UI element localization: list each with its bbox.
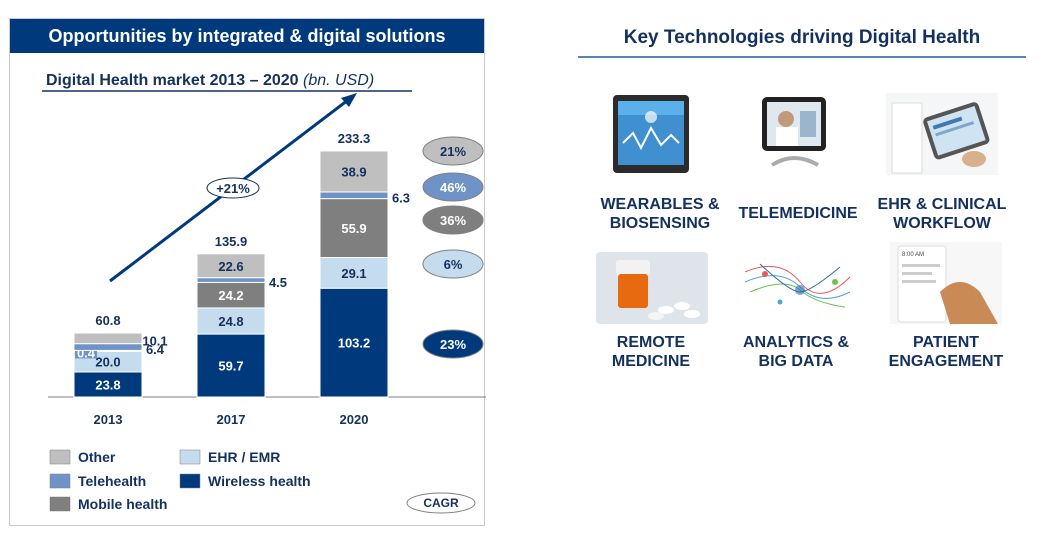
legend-label-other: Other — [78, 449, 116, 465]
data-label-wireless-health-2013: 23.8 — [95, 377, 120, 392]
smartwatch-icon — [613, 95, 689, 173]
phone-in-hand-icon: 8:00 AM — [890, 242, 1002, 324]
stacked-bar-chart: Digital Health market 2013 – 2020 (bn. U… — [42, 72, 486, 514]
cagr-badge-ehr-emr — [422, 249, 484, 279]
tech-label-analytics: ANALYTICS & BIG DATA — [742, 334, 850, 370]
data-label-ehr-emr-2017: 24.8 — [218, 314, 243, 329]
market-chart-panel: Opportunities by integrated & digital so… — [9, 18, 486, 526]
cagr-value-mobile-health: 36% — [440, 213, 466, 228]
data-label-ehr-emr-2020: 29.1 — [341, 266, 366, 281]
legend-label-mobile-health: Mobile health — [78, 496, 167, 512]
telemedicine-tablet-icon — [762, 97, 826, 167]
cagr-key-label: CAGR — [423, 496, 459, 510]
x-tick-2013: 2013 — [94, 412, 123, 427]
data-network-icon — [744, 263, 851, 308]
cagr-badge-telehealth — [422, 172, 484, 202]
cagr-badge-wireless-health — [422, 329, 484, 359]
data-label-wireless-health-2017: 59.7 — [218, 359, 243, 374]
growth-badge — [206, 177, 260, 199]
x-tick-2017: 2017 — [217, 412, 246, 427]
data-label-other-2017: 22.6 — [218, 259, 243, 274]
chart-title: Digital Health market 2013 – 2020 (bn. U… — [46, 72, 374, 89]
cagr-value-ehr-emr: 6% — [444, 257, 463, 272]
cagr-badge-other — [422, 136, 484, 166]
cagr-value-other: 21% — [440, 144, 466, 159]
bar-wireless-health-2013 — [73, 371, 143, 398]
tech-label-wearables: WEARABLES & BIOSENSING — [600, 196, 720, 232]
bar-telehealth-2020 — [319, 191, 389, 200]
legend-swatch-other — [49, 449, 71, 465]
bar-mobile-health-2020 — [319, 198, 389, 259]
bar-other-2013 — [73, 332, 143, 345]
x-tick-2020: 2020 — [340, 412, 369, 427]
data-label-telehealth-2013: 6.4 — [146, 342, 165, 357]
legend-label-wireless-health: Wireless health — [208, 473, 311, 489]
data-label-telehealth-2020: 6.3 — [392, 190, 410, 205]
data-label-mobile-health-2017: 24.2 — [218, 288, 243, 303]
legend-swatch-wireless-health — [179, 473, 201, 489]
cagr-layer: 23% 6% 36% 46% 21% — [422, 136, 484, 359]
bars-layer: 23.820.00.4 6.410.160.8201359.724.824.24.… — [73, 131, 410, 427]
bar-telehealth-2017 — [196, 277, 266, 283]
data-label-mobile-health-2020: 55.9 — [341, 221, 366, 236]
bar-wireless-health-2017 — [196, 333, 266, 398]
total-label-2013: 60.8 — [95, 313, 120, 328]
legend-label-ehr-emr: EHR / EMR — [208, 449, 280, 465]
growth-arrow-head — [341, 93, 357, 107]
data-label-other-2020: 38.9 — [341, 164, 366, 179]
cagr-key-badge — [406, 492, 476, 514]
title-divider — [578, 56, 1026, 58]
ehr-tablet-icon — [886, 93, 998, 175]
tech-label-ehr: EHR & CLINICAL WORKFLOW — [877, 196, 1007, 232]
cagr-badge-mobile-health — [422, 205, 484, 235]
legend-swatch-mobile-health — [49, 496, 71, 512]
data-label-wireless-health-2020: 103.2 — [338, 336, 371, 351]
legend-swatch-telehealth — [49, 473, 71, 489]
pill-bottle-icon — [596, 252, 708, 324]
bar-wireless-health-2020 — [319, 287, 389, 398]
legend-label-telehealth: Telehealth — [78, 473, 146, 489]
legend-swatch-ehr-emr — [179, 449, 201, 465]
panel-header: Opportunities by integrated & digital so… — [10, 19, 484, 53]
svg-text:8:00 AM: 8:00 AM — [902, 252, 924, 258]
bar-other-2017 — [196, 253, 266, 279]
legend: Other EHR / EMR Telehealth Wireless health M… — [49, 449, 311, 512]
total-label-2020: 233.3 — [338, 131, 371, 146]
bar-telehealth-2013 — [73, 343, 143, 351]
growth-badge-label: +21% — [216, 181, 250, 196]
cagr-value-telehealth: 46% — [440, 180, 466, 195]
tech-label-remote-medicine: REMOTE MEDICINE — [611, 334, 691, 370]
total-label-2017: 135.9 — [215, 234, 248, 249]
tech-label-patient-engagement: PATIENT ENGAGEMENT — [888, 334, 1004, 370]
data-label-ehr-emr-2013: 20.0 — [95, 354, 120, 369]
key-technologies-title: Key Technologies driving Digital Health — [623, 27, 981, 48]
bar-other-2020 — [319, 150, 389, 193]
data-label-other-2013: 10.1 — [142, 333, 167, 348]
tech-label-telemedicine: TELEMEDICINE — [738, 205, 858, 222]
cagr-value-wireless-health: 23% — [440, 337, 466, 352]
data-label-telehealth-2017: 4.5 — [269, 275, 287, 290]
